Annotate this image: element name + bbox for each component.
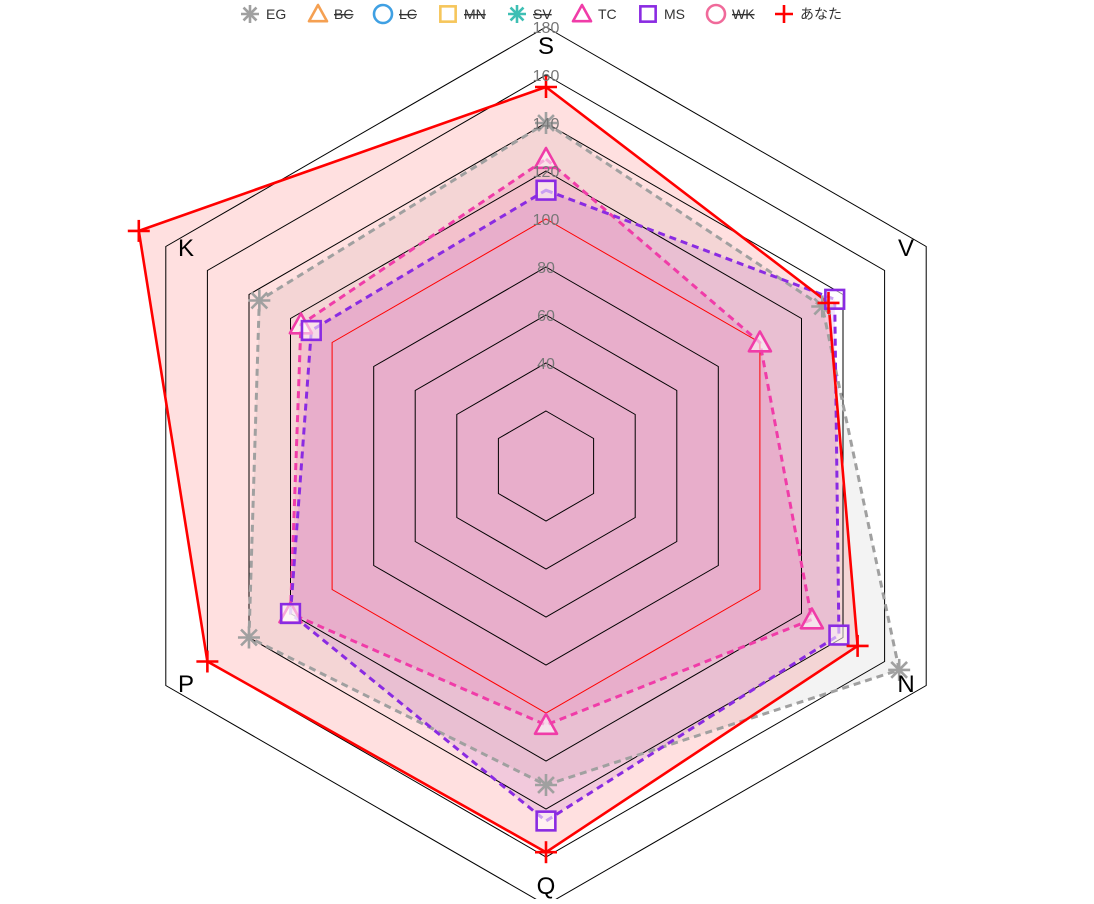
legend-label-lc: LC [399, 6, 417, 22]
tick-label-80: 80 [537, 260, 555, 277]
series-markers [127, 76, 911, 864]
axis-label-p: P [178, 671, 194, 698]
point-eg-k [248, 289, 271, 312]
point-series-8-k [127, 219, 150, 242]
point-series-8-s [535, 76, 557, 98]
grid-ring-180 [165, 26, 927, 904]
point-series-8-n [846, 634, 869, 657]
point-tc-v [747, 330, 773, 353]
tick-label-160: 160 [533, 68, 560, 85]
grid-ring-80 [373, 266, 719, 666]
legend-marker-series-8 [775, 5, 793, 23]
tick-label-180: 180 [533, 20, 560, 37]
point-tc-q [533, 712, 559, 736]
tick-label-40: 40 [537, 356, 555, 373]
point-eg-s [535, 112, 557, 134]
tick-labels: 40 60 80 100 120 140 160 180 [533, 20, 560, 373]
legend-item-bc[interactable]: BC [307, 3, 353, 23]
legend-label-bc: BC [334, 6, 353, 22]
point-eg-n [888, 658, 911, 681]
point-eg-q [535, 774, 557, 796]
legend-marker-bc [307, 3, 329, 23]
legend-label-eg: EG [266, 6, 286, 22]
tick-label-120: 120 [533, 164, 560, 181]
legend-item-ms[interactable]: MS [639, 5, 685, 23]
point-series-8-p [196, 650, 219, 673]
legend-item-series-8[interactable]: あなた [775, 5, 842, 23]
axis-label-q: Q [537, 873, 556, 899]
point-ms-p [279, 602, 302, 625]
axis-label-k: K [178, 235, 194, 262]
point-ms-s [535, 179, 557, 201]
axis-label-v: V [898, 235, 914, 262]
axis-labels: S V N Q P K [178, 33, 915, 900]
legend-label-tc: TC [598, 6, 617, 22]
tick-label-100: 100 [533, 212, 560, 229]
legend-label-ms: MS [664, 6, 685, 22]
legend: EG BC LC MN SV TC MS WK あなた [241, 3, 842, 25]
legend-marker-mn [439, 5, 457, 23]
legend-marker-lc [372, 3, 394, 25]
legend-marker-wk [705, 3, 727, 25]
legend-item-wk[interactable]: WK [705, 3, 755, 25]
point-tc-n [799, 607, 825, 630]
point-eg-p [237, 626, 260, 649]
series-fill-eg [249, 123, 900, 785]
axis-label-n: N [897, 671, 914, 698]
series-fill-ms [290, 190, 839, 821]
series-fills [138, 87, 900, 853]
point-ms-q [535, 810, 557, 832]
point-ms-k [300, 319, 322, 342]
tick-label-60: 60 [537, 308, 555, 325]
legend-item-mn[interactable]: MN [439, 5, 486, 23]
legend-item-eg[interactable]: EG [241, 5, 286, 23]
series-fill-tc [290, 159, 812, 725]
legend-marker-sv [508, 5, 526, 23]
grid-ring-20 [497, 410, 595, 522]
point-series-8-q [535, 841, 557, 864]
legend-label-mn: MN [464, 6, 486, 22]
legend-marker-tc [571, 3, 593, 23]
legend-label-sv: SV [533, 6, 552, 22]
grid-ring-40 [456, 362, 636, 570]
point-series-8-v [817, 291, 840, 314]
point-ms-n [828, 624, 850, 646]
legend-label-series-8: あなた [800, 6, 842, 22]
legend-label-wk: WK [732, 6, 755, 22]
tick-label-140: 140 [533, 116, 560, 133]
legend-marker-ms [639, 5, 657, 23]
legend-item-lc[interactable]: LC [372, 3, 417, 25]
grid-ring-120 [290, 170, 802, 762]
legend-item-tc[interactable]: TC [571, 3, 617, 23]
legend-item-sv[interactable]: SV [508, 5, 552, 23]
axis-label-s: S [538, 33, 554, 60]
legend-marker-eg [241, 5, 259, 23]
point-tc-s [533, 146, 559, 170]
grid-ring-60 [414, 314, 678, 618]
